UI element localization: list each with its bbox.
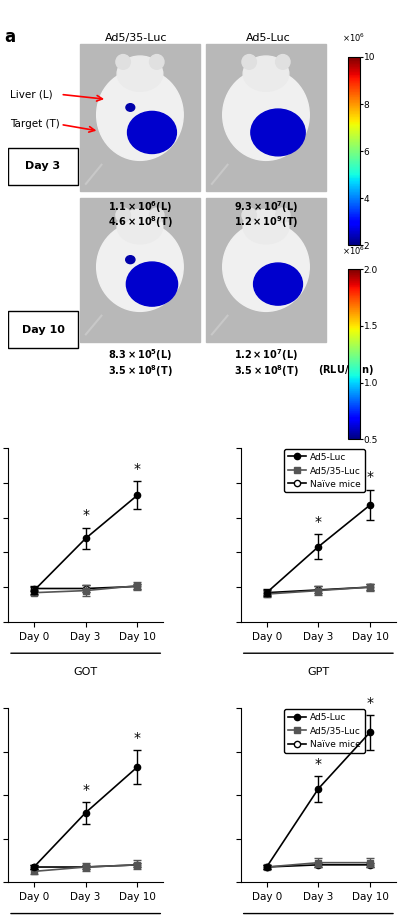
Circle shape [259,267,298,301]
Circle shape [266,274,290,295]
Text: *: * [134,732,141,745]
Ellipse shape [117,210,163,244]
Circle shape [259,116,297,149]
Text: Day 3: Day 3 [25,161,61,171]
Circle shape [271,278,285,290]
Ellipse shape [223,69,309,161]
Text: Liver (L): Liver (L) [10,89,53,99]
Text: $\mathbf{3.5 \times 10^8}$$\mathbf{(T)}$: $\mathbf{3.5 \times 10^8}$$\mathbf{(T)}$ [107,363,172,379]
Circle shape [135,118,169,147]
Circle shape [270,125,286,140]
Polygon shape [206,198,326,342]
Ellipse shape [149,54,164,69]
Circle shape [133,116,172,149]
Text: *: * [315,515,322,528]
Text: GOT: GOT [74,667,98,677]
Circle shape [275,130,281,135]
Text: $\times 10^6$: $\times 10^6$ [342,31,366,44]
Text: *: * [315,757,322,771]
Text: $\mathbf{1.1 \times 10^6}$$\mathbf{(L)}$: $\mathbf{1.1 \times 10^6}$$\mathbf{(L)}$ [108,199,172,215]
Circle shape [268,276,288,292]
Text: $\mathbf{3.5 \times 10^8}$$\mathbf{(T)}$: $\mathbf{3.5 \times 10^8}$$\mathbf{(T)}$ [234,363,298,379]
FancyBboxPatch shape [8,312,78,348]
Ellipse shape [117,56,163,91]
Circle shape [147,129,157,137]
Text: a: a [4,28,15,46]
Text: $\mathbf{8.3 \times 10^5}$$\mathbf{(L)}$: $\mathbf{8.3 \times 10^5}$$\mathbf{(L)}$ [108,347,172,363]
Circle shape [147,279,157,289]
Ellipse shape [149,208,164,222]
Circle shape [265,120,292,144]
Circle shape [149,282,154,287]
Text: *: * [82,783,89,798]
Text: $\mathbf{9.3 \times 10^7}$$\mathbf{(L)}$: $\mathbf{9.3 \times 10^7}$$\mathbf{(L)}$ [234,199,298,215]
Text: *: * [134,461,141,476]
Circle shape [149,130,154,134]
Circle shape [256,114,300,151]
Circle shape [126,255,135,264]
Circle shape [137,271,167,298]
Ellipse shape [223,222,309,312]
Ellipse shape [116,54,130,69]
Text: Day 10: Day 10 [21,324,64,335]
Circle shape [273,128,284,137]
Circle shape [145,126,159,139]
Text: *: * [366,697,374,710]
Circle shape [256,266,300,303]
Circle shape [129,265,175,304]
Text: Ad5-Luc: Ad5-Luc [246,32,290,42]
Legend: Ad5-Luc, Ad5/35-Luc, Naïve mice: Ad5-Luc, Ad5/35-Luc, Naïve mice [284,709,365,753]
Circle shape [131,267,173,301]
Circle shape [140,122,164,143]
Text: $\times 10^6$: $\times 10^6$ [342,245,366,257]
Circle shape [126,104,135,111]
Text: *: * [82,508,89,522]
Ellipse shape [276,208,290,222]
Ellipse shape [243,56,289,91]
Ellipse shape [116,208,130,222]
Text: $\mathbf{(RLU/min)}$: $\mathbf{(RLU/min)}$ [318,363,373,377]
Circle shape [139,273,165,295]
Text: GPT: GPT [307,667,329,677]
Circle shape [126,262,178,306]
Circle shape [276,282,280,286]
Circle shape [263,271,292,297]
Text: Target (T): Target (T) [10,119,60,130]
Ellipse shape [97,222,183,312]
Text: $\mathbf{1.2 \times 10^7}$$\mathbf{(L)}$: $\mathbf{1.2 \times 10^7}$$\mathbf{(L)}$ [234,347,298,363]
Text: $\mathbf{1.2 \times 10^9}$$\mathbf{(T)}$: $\mathbf{1.2 \times 10^9}$$\mathbf{(T)}$ [234,215,298,231]
Circle shape [128,111,177,153]
Circle shape [254,263,303,305]
Text: Ad5/35-Luc: Ad5/35-Luc [105,32,167,42]
Ellipse shape [97,69,183,161]
Text: $\mathbf{4.6 \times 10^8}$$\mathbf{(T)}$: $\mathbf{4.6 \times 10^8}$$\mathbf{(T)}$ [107,215,172,231]
Circle shape [142,276,162,293]
Ellipse shape [242,208,257,222]
Legend: Ad5-Luc, Ad5/35-Luc, Naïve mice: Ad5-Luc, Ad5/35-Luc, Naïve mice [284,449,365,493]
Ellipse shape [243,210,289,244]
Circle shape [267,123,289,142]
Circle shape [142,124,162,141]
Polygon shape [206,44,326,191]
Circle shape [144,278,160,290]
Circle shape [137,119,166,145]
Circle shape [251,109,305,156]
Circle shape [261,269,295,299]
Circle shape [273,280,283,289]
Ellipse shape [242,54,257,69]
Polygon shape [80,44,200,191]
Circle shape [254,111,303,153]
Ellipse shape [276,54,290,69]
Text: *: * [366,471,374,484]
Polygon shape [80,198,200,342]
Circle shape [134,268,170,300]
FancyBboxPatch shape [8,148,78,185]
Circle shape [262,119,294,146]
Circle shape [130,114,174,152]
